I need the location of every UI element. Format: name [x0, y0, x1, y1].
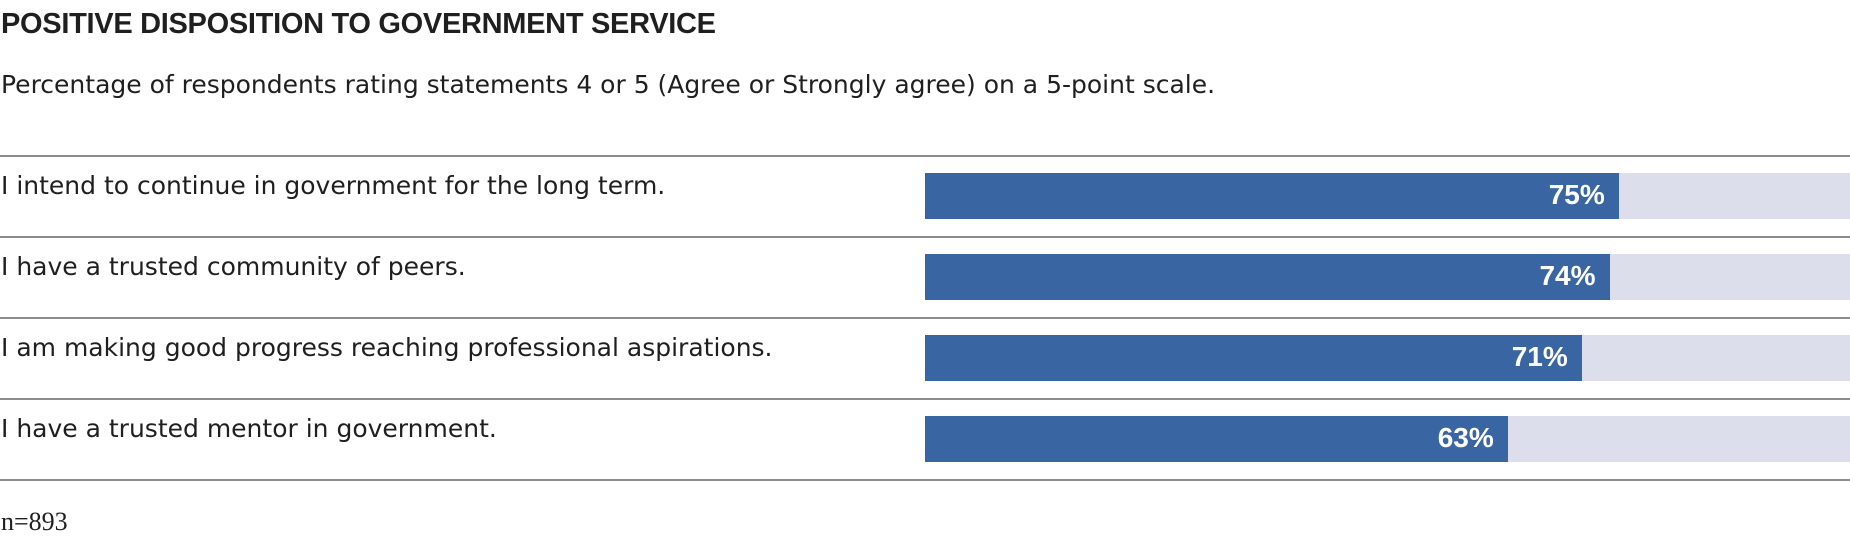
chart-row: I have a trusted mentor in government. 63…: [0, 398, 1850, 479]
bar-track: 74%: [925, 254, 1850, 300]
category-label: I intend to continue in government for t…: [1, 171, 666, 200]
bar: 74%: [925, 254, 1610, 300]
bar: 75%: [925, 173, 1619, 219]
chart-title: POSITIVE DISPOSITION TO GOVERNMENT SERVI…: [1, 8, 716, 40]
row-divider: [0, 317, 1850, 319]
bar-value-label: 63%: [1437, 422, 1494, 453]
row-divider: [0, 479, 1850, 481]
bar: 63%: [925, 416, 1508, 462]
category-label: I have a trusted mentor in government.: [1, 414, 497, 443]
bar-value-label: 74%: [1539, 260, 1596, 291]
chart-subtitle: Percentage of respondents rating stateme…: [1, 70, 1216, 99]
row-divider: [0, 155, 1850, 157]
bar-value-label: 71%: [1511, 341, 1568, 372]
row-divider: [0, 398, 1850, 400]
category-label: I am making good progress reaching profe…: [1, 333, 773, 362]
chart-row: I am making good progress reaching profe…: [0, 317, 1850, 398]
bar-track: 63%: [925, 416, 1850, 462]
category-label: I have a trusted community of peers.: [1, 252, 466, 281]
sample-size-note: n=893: [1, 507, 68, 536]
bar: 71%: [925, 335, 1582, 381]
row-divider: [0, 236, 1850, 238]
bar-track: 71%: [925, 335, 1850, 381]
chart-row: I have a trusted community of peers. 74%: [0, 236, 1850, 317]
bar-track: 75%: [925, 173, 1850, 219]
chart-row: I intend to continue in government for t…: [0, 155, 1850, 236]
bar-value-label: 75%: [1548, 179, 1605, 210]
